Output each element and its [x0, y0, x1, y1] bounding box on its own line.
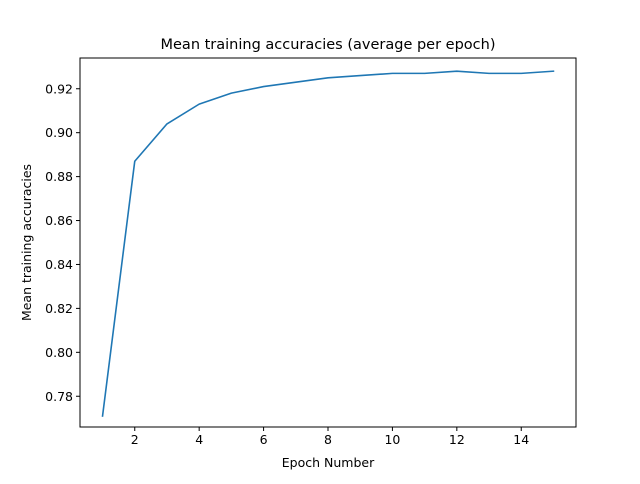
series-line: [101, 70, 555, 417]
y-axis-ticks: 0.78 0.80 0.82 0.84 0.86 0.88 0.90 0.92: [45, 81, 80, 404]
axes-frame: [79, 57, 577, 428]
data-point: [327, 77, 329, 79]
x-tick-label: 12: [449, 432, 465, 447]
x-tick-label: 6: [260, 432, 268, 447]
x-tick-label: 14: [513, 432, 529, 447]
data-point: [102, 415, 104, 417]
y-tick-label: 0.92: [45, 81, 73, 96]
x-axis-ticks: 2 4 6 8 10 12 14: [131, 427, 529, 447]
y-tick-label: 0.90: [45, 125, 73, 140]
y-tick-label: 0.88: [45, 169, 73, 184]
data-point: [231, 92, 233, 94]
data-point: [198, 103, 200, 105]
data-point: [295, 81, 297, 83]
data-point: [359, 75, 361, 77]
y-tick-label: 0.78: [45, 389, 73, 404]
x-tick-label: 10: [384, 432, 400, 447]
plot-area: 2 4 6 8 10 12 14 0.780.800.820.840.860.880.900…: [45, 57, 577, 447]
x-tick-label: 4: [195, 432, 203, 447]
x-axis-label: Epoch Number: [282, 455, 375, 470]
data-point: [134, 160, 136, 162]
data-point: [392, 73, 394, 75]
data-point: [263, 86, 265, 88]
y-tick-label: 0.86: [45, 213, 73, 228]
x-tick-label: 8: [324, 432, 332, 447]
y-tick-label: 0.82: [45, 301, 73, 316]
chart-title: Mean training accuracies (average per ep…: [161, 37, 496, 53]
data-point: [488, 73, 490, 75]
data-point: [424, 73, 426, 75]
y-axis-label: Mean training accuracies: [19, 164, 34, 321]
y-tick-label: 0.84: [45, 257, 73, 272]
data-point: [456, 70, 458, 72]
series-layer: [101, 70, 555, 417]
data-point: [166, 123, 168, 125]
y-tick-label: 0.80: [45, 345, 73, 360]
data-point: [520, 73, 522, 75]
x-tick-label: 2: [131, 432, 139, 447]
data-point: [553, 70, 555, 72]
